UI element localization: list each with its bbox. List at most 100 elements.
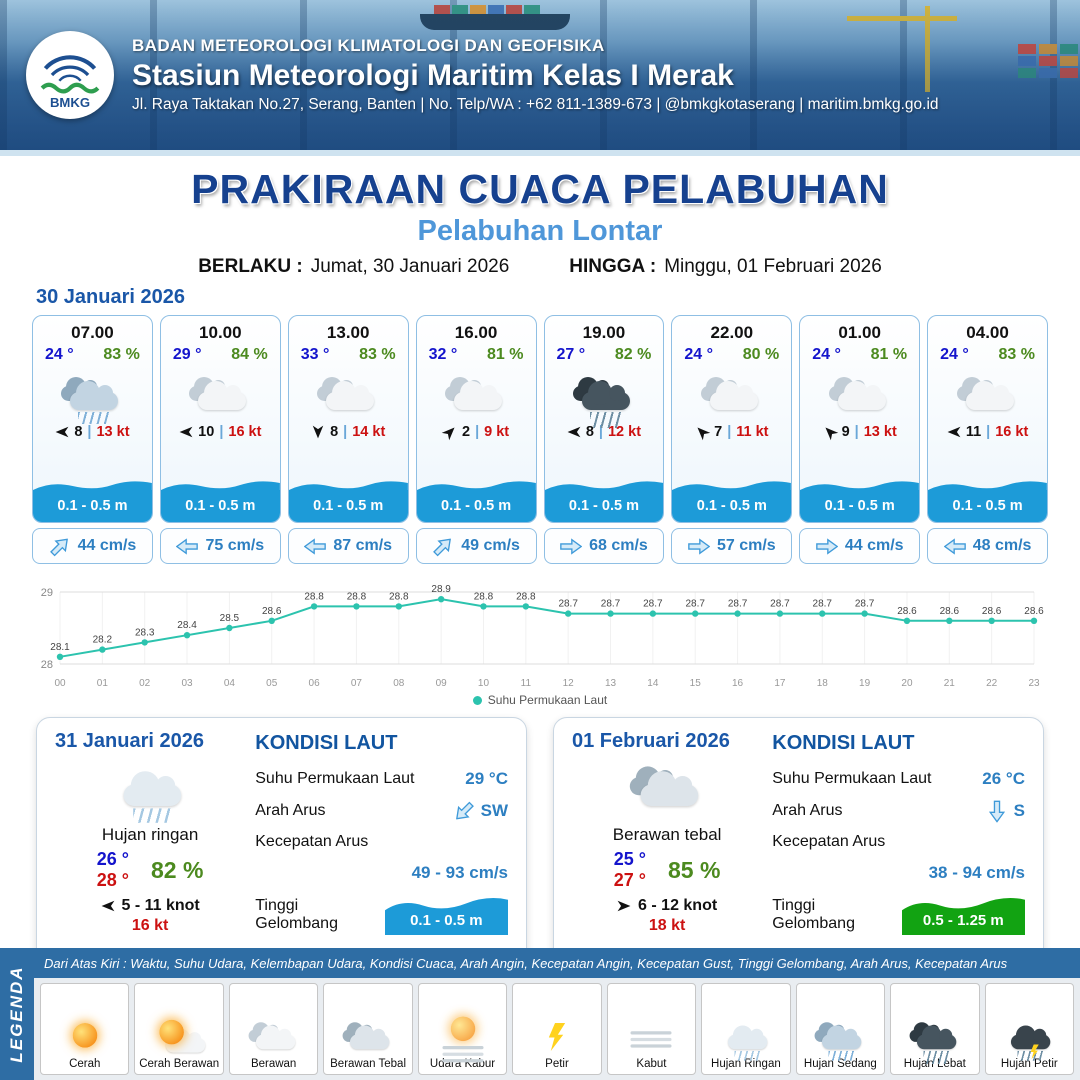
- current-card: 44 cm/s: [799, 528, 921, 564]
- hourly-humidity: 80 %: [742, 346, 780, 363]
- hourly-temperature: 32 °: [428, 346, 458, 363]
- sst-line-chart: 28 29 28.1 00 28.2 01 28.3 02 28.4 03 28.5 04 28.6 05…: [34, 572, 1046, 695]
- legend-item-label: Petir: [545, 1058, 569, 1070]
- current-speed-label: Kecepatan Arus: [772, 833, 886, 850]
- hourly-temperature: 24 °: [45, 346, 74, 363]
- hourly-humidity: 83 %: [103, 346, 140, 363]
- current-card: 49 cm/s: [415, 528, 537, 564]
- hourly-wind: 10 | 16 kt: [161, 424, 280, 446]
- current-speed: 44 cm/s: [844, 537, 904, 554]
- current-speed: 44 cm/s: [77, 537, 137, 554]
- current-direction-icon: [46, 532, 74, 560]
- current-direction-icon: [943, 537, 966, 555]
- daily-wind: 6 - 12 knot: [617, 897, 717, 915]
- current-speed: 49 cm/s: [461, 537, 520, 554]
- page-title: PRAKIRAAN CUACA PELABUHAN: [191, 166, 889, 212]
- legend-item-label: Udara Kabur: [429, 1058, 496, 1070]
- current-direction-icon: [450, 797, 478, 825]
- wind-speed: 8: [74, 424, 83, 440]
- svg-text:28.7: 28.7: [813, 599, 833, 610]
- weather-icon: [696, 366, 768, 424]
- wind-speed: 2: [461, 424, 471, 440]
- svg-text:10: 10: [478, 678, 490, 689]
- current-speed: 75 cm/s: [205, 537, 265, 554]
- current-speed: 68 cm/s: [589, 537, 648, 554]
- svg-text:03: 03: [181, 678, 193, 689]
- legend-item-label: Cerah Berawan: [139, 1058, 220, 1070]
- wind-direction-icon: [617, 899, 631, 913]
- station-address: Jl. Raya Taktakan No.27, Serang, Banten …: [132, 96, 939, 113]
- hourly-humidity: 81 %: [870, 346, 908, 363]
- wave-height: 0.1 - 0.5 m: [185, 498, 256, 514]
- legend-weather-icon: [339, 1013, 398, 1061]
- wind-direction-icon: [567, 425, 581, 439]
- wave-height-value: 0.5 - 1.25 m: [922, 912, 1004, 929]
- legend-description: Dari Atas Kiri : Waktu, Suhu Udara, Kele…: [34, 948, 1080, 978]
- validity-period: BERLAKU : Jumat, 30 Januari 2026 HINGGA : M…: [0, 256, 1080, 278]
- legend-weather-icon: [55, 1013, 114, 1061]
- hourly-humidity: 82 %: [614, 346, 652, 363]
- hourly-temperature: 29 °: [172, 346, 202, 363]
- svg-text:28.8: 28.8: [516, 591, 536, 602]
- daily-condition: Hujan ringan: [101, 825, 199, 844]
- current-direction-icon: [815, 537, 839, 555]
- wind-gust: 12 kt: [607, 424, 642, 440]
- wave-height-band: 0.1 - 0.5 m: [160, 481, 280, 522]
- legend-item: Hujan Petir: [984, 983, 1074, 1075]
- svg-text:02: 02: [139, 678, 151, 689]
- svg-text:17: 17: [774, 678, 786, 689]
- svg-text:15: 15: [690, 678, 702, 689]
- wind-speed: 10: [198, 424, 215, 440]
- daily-humidity: 82 %: [151, 856, 204, 883]
- legend-weather-icon: [905, 1013, 964, 1065]
- hourly-wind: 11 | 16 kt: [928, 424, 1047, 446]
- wind-gust: 13 kt: [863, 424, 897, 440]
- svg-text:06: 06: [309, 678, 321, 689]
- svg-text:01: 01: [97, 678, 109, 689]
- wind-gust: 16 kt: [995, 424, 1029, 440]
- svg-text:28.7: 28.7: [728, 599, 748, 610]
- wave-height-badge: 0.5 - 1.25 m: [901, 895, 1025, 935]
- wind-speed: 11: [965, 424, 982, 440]
- hourly-time: 01.00: [838, 323, 881, 342]
- wind-gust: 16 kt: [228, 424, 262, 440]
- svg-text:28.7: 28.7: [558, 599, 578, 610]
- svg-text:19: 19: [859, 678, 871, 689]
- weather-icon: [952, 366, 1024, 424]
- hourly-temperature: 33 °: [300, 346, 330, 363]
- weather-icon: [568, 366, 640, 428]
- daily-wind-gust: 16 kt: [131, 917, 169, 934]
- legend-weather-icon: [244, 1013, 303, 1061]
- legend-item: Hujan Ringan: [701, 983, 791, 1075]
- hourly-card: 22.00 24 ° 80 % 7 | 11 kt 0.1 - 0.5 m: [671, 315, 793, 564]
- daily-temp-min: 26 °: [96, 849, 130, 869]
- wind-direction-icon: [947, 425, 961, 439]
- legend-item: Kabut: [606, 983, 697, 1075]
- hourly-time: 19.00: [582, 323, 626, 342]
- legend-item: Cerah Berawan: [134, 983, 224, 1075]
- svg-text:14: 14: [647, 678, 659, 689]
- daily-temperatures: 25 ° 27 ° 85 %: [614, 849, 721, 891]
- current-direction-label: Arah Arus: [255, 802, 326, 819]
- wind-speed: 9: [841, 424, 850, 440]
- svg-text:28.8: 28.8: [304, 591, 324, 602]
- svg-text:28.6: 28.6: [940, 606, 960, 617]
- hourly-time: 07.00: [71, 323, 114, 342]
- svg-text:28.8: 28.8: [389, 591, 409, 602]
- daily-wind-gust: 18 kt: [648, 917, 686, 934]
- svg-text:00: 00: [54, 678, 66, 689]
- wind-gust: 9 kt: [484, 424, 510, 440]
- current-card: 48 cm/s: [927, 528, 1048, 564]
- hourly-temperature: 24 °: [940, 346, 969, 363]
- sea-conditions-title: KONDISI LAUT: [772, 732, 915, 754]
- daily-condition: Berawan tebal: [612, 825, 722, 844]
- wave-height: 0.1 - 0.5 m: [696, 498, 767, 514]
- hourly-forecast-row: 07.00 24 ° 83 % 8 | 13 kt 0.1 - 0.5 m: [32, 315, 1048, 564]
- legend-section: LEGENDA Dari Atas Kiri : Waktu, Suhu Uda…: [0, 948, 1080, 1080]
- daily-wind: 5 - 11 knot: [101, 897, 200, 915]
- svg-text:28.3: 28.3: [135, 627, 155, 638]
- crane-illustration: [847, 6, 957, 92]
- current-direction-icon: [429, 532, 457, 560]
- wind-direction-icon: [820, 422, 840, 442]
- wave-height: 0.1 - 0.5 m: [568, 498, 639, 514]
